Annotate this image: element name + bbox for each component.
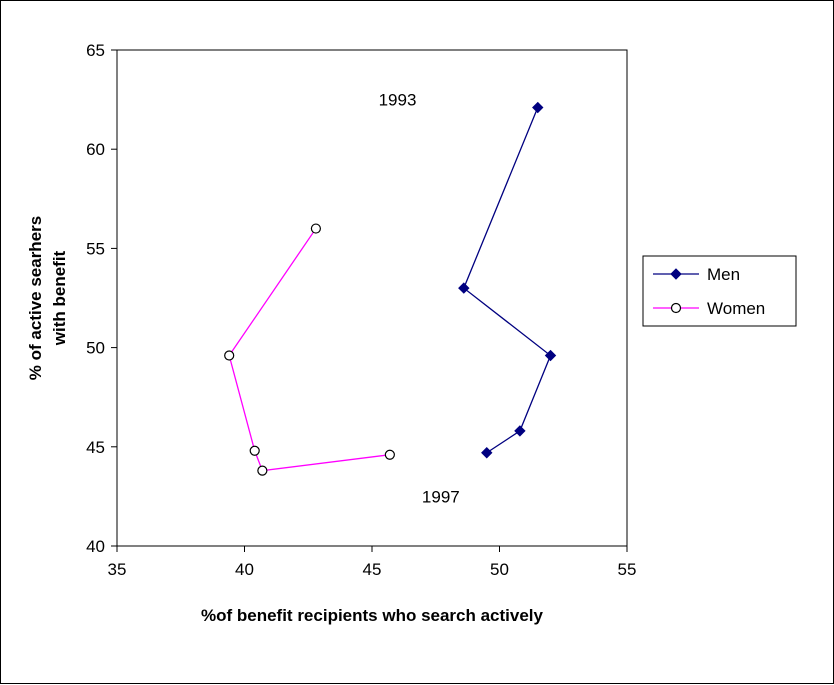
x-axis-title: %of benefit recipients who search active…	[201, 606, 544, 625]
legend-items: Men Women	[653, 265, 765, 318]
x-tick-label: 55	[618, 560, 637, 579]
data-point-men	[532, 101, 544, 114]
year-annotation: 1997	[422, 487, 460, 506]
data-point-women	[249, 445, 260, 456]
legend-marker-men	[670, 268, 682, 280]
x-tick-label: 45	[363, 560, 382, 579]
series-women	[224, 223, 395, 476]
y-axis-title-line-1: % of active searhers	[26, 216, 45, 380]
data-point-men	[481, 447, 493, 459]
y-tick-label: 50	[86, 339, 105, 358]
data-point-women	[224, 350, 235, 361]
y-axis-title: % of active searhers with benefit	[26, 216, 69, 380]
series-men	[458, 101, 557, 459]
y-tick-label: 45	[86, 438, 105, 457]
x-tick-label: 50	[490, 560, 509, 579]
y-tick-label: 40	[86, 537, 105, 556]
data-point-men	[544, 349, 557, 362]
data-point-women	[257, 465, 268, 476]
legend-label-women: Women	[707, 299, 765, 318]
y-tick-label: 55	[86, 239, 105, 258]
data-point-men	[514, 425, 526, 437]
series-layer	[224, 101, 557, 476]
plot-area	[116, 49, 628, 547]
legend-box	[642, 255, 797, 327]
annotation-layer: 1993 1997	[379, 91, 460, 507]
legend-marker-women	[670, 302, 682, 314]
year-annotation: 1993	[379, 91, 417, 110]
legend: Men Women	[642, 255, 797, 327]
data-point-women	[310, 223, 321, 234]
data-point-women	[384, 449, 395, 460]
y-tick-label: 60	[86, 140, 105, 159]
x-tick-label: 40	[235, 560, 254, 579]
data-point-men	[458, 282, 470, 294]
x-tick-label: 35	[108, 560, 127, 579]
legend-label-men: Men	[707, 265, 740, 284]
y-tick-label: 65	[86, 41, 105, 60]
y-axis-title-line-2: with benefit	[50, 250, 69, 346]
